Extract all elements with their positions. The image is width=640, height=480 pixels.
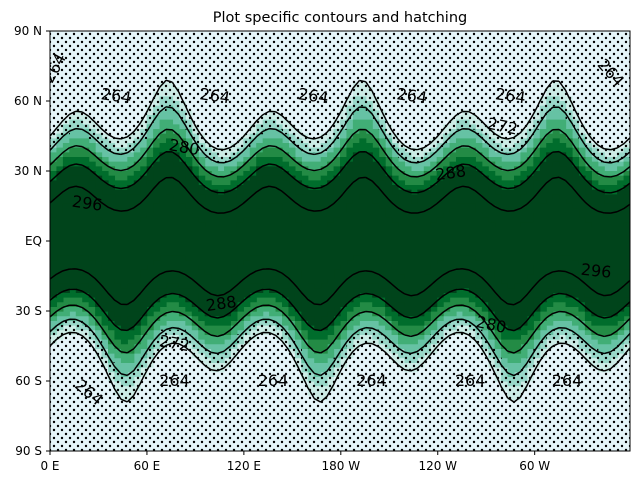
contour-line-296 xyxy=(50,176,630,306)
x-tick-label: 60 E xyxy=(134,459,161,473)
hatch-below-272 xyxy=(50,31,630,451)
x-tick-label: 60 W xyxy=(519,459,550,473)
contour-label-group: 264 xyxy=(258,371,289,390)
hatch-regions xyxy=(50,31,630,451)
x-axis: 0 E 60 E 120 E 180 W 120 W 60 W xyxy=(40,451,550,473)
fill-band-300 xyxy=(50,194,630,289)
contour-label-group: 264 xyxy=(100,84,133,107)
y-tick-label: 30 N xyxy=(14,164,42,178)
contour-line-280 xyxy=(50,128,630,354)
contour-lines xyxy=(50,79,630,403)
x-tick-label: 0 E xyxy=(40,459,59,473)
contour-label: 264 xyxy=(198,84,231,107)
contour-line-288 xyxy=(50,150,630,332)
contour-label: 288 xyxy=(205,292,238,315)
contour-label: 264 xyxy=(455,371,486,390)
contour-label: 296 xyxy=(71,192,104,215)
contour-label-group: 264 xyxy=(159,371,190,390)
contour-label: 296 xyxy=(580,260,612,282)
x-tick-label: 120 W xyxy=(418,459,457,473)
contour-label: 264 xyxy=(258,371,289,390)
chart-title: Plot specific contours and hatching xyxy=(213,10,467,26)
y-tick-label: 60 S xyxy=(15,374,42,388)
y-axis: 90 N 60 N 30 N EQ 30 S 60 S 90 S xyxy=(14,24,50,458)
contour-label-group: 288 xyxy=(205,292,238,315)
contour-label-group: 264 xyxy=(297,84,330,107)
contour-label: 264 xyxy=(552,371,583,390)
contour-label-group: 264 xyxy=(552,371,583,390)
x-tick-label: 180 W xyxy=(322,459,361,473)
y-tick-label: 90 N xyxy=(14,24,42,38)
contour-label-group: 288 xyxy=(434,161,467,184)
y-tick-label: 60 N xyxy=(14,94,42,108)
y-tick-label: EQ xyxy=(25,234,42,248)
contour-label-group: 264 xyxy=(494,84,527,107)
contour-label-group: 296 xyxy=(71,192,104,215)
contour-label-group: 264 xyxy=(455,371,486,390)
contour-line-264 xyxy=(50,79,630,403)
contour-label: 264 xyxy=(297,84,330,107)
contour-label: 264 xyxy=(396,84,429,107)
contour-label-group: 264 xyxy=(198,84,231,107)
contour-label-group: 296 xyxy=(580,260,612,282)
contour-label: 264 xyxy=(159,371,190,390)
contour-label-group: 264 xyxy=(396,84,429,107)
contour-label: 264 xyxy=(494,84,527,107)
contour-label: 264 xyxy=(100,84,133,107)
contour-label: 264 xyxy=(356,371,387,390)
y-tick-label: 30 S xyxy=(15,304,42,318)
contour-label: 288 xyxy=(434,161,467,184)
contour-label-group: 264 xyxy=(356,371,387,390)
y-tick-label: 90 S xyxy=(15,444,42,458)
x-tick-label: 120 E xyxy=(227,459,261,473)
contour-line-272 xyxy=(50,106,630,377)
